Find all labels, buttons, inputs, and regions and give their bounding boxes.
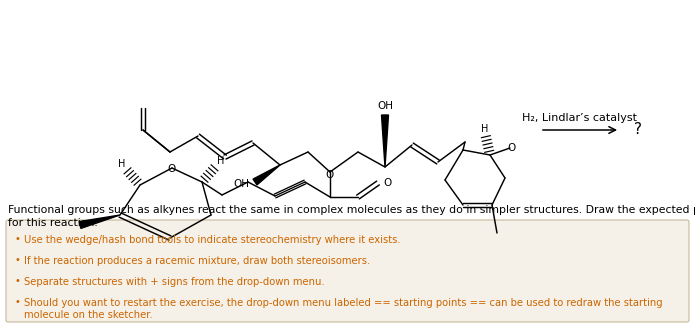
Text: If the reaction produces a racemic mixture, draw both stereoisomers.: If the reaction produces a racemic mixtu…	[24, 256, 370, 266]
Text: •: •	[15, 276, 21, 286]
Text: H: H	[218, 156, 224, 166]
Text: Use the wedge/hash bond tools to indicate stereochemistry where it exists.: Use the wedge/hash bond tools to indicat…	[24, 235, 400, 245]
Polygon shape	[253, 165, 280, 185]
Text: O: O	[168, 164, 176, 174]
Text: O: O	[508, 143, 516, 153]
Text: H: H	[118, 159, 126, 169]
FancyBboxPatch shape	[6, 220, 689, 322]
Text: •: •	[15, 297, 21, 307]
Text: Functional groups such as alkynes react the same in complex molecules as they do: Functional groups such as alkynes react …	[8, 205, 695, 228]
Text: •: •	[15, 255, 21, 265]
Text: H₂, Lindlar’s catalyst: H₂, Lindlar’s catalyst	[523, 113, 637, 123]
Polygon shape	[79, 215, 120, 228]
Text: OH: OH	[377, 101, 393, 111]
Text: H: H	[482, 124, 489, 134]
Text: Separate structures with + signs from the drop-down menu.: Separate structures with + signs from th…	[24, 277, 325, 287]
Text: OH: OH	[233, 179, 249, 189]
Text: O: O	[326, 170, 334, 180]
Text: ?: ?	[634, 122, 642, 137]
Text: •: •	[15, 234, 21, 244]
Polygon shape	[382, 115, 389, 167]
Text: O: O	[383, 178, 391, 188]
Text: Should you want to restart the exercise, the drop-down menu labeled == starting : Should you want to restart the exercise,…	[24, 298, 662, 320]
